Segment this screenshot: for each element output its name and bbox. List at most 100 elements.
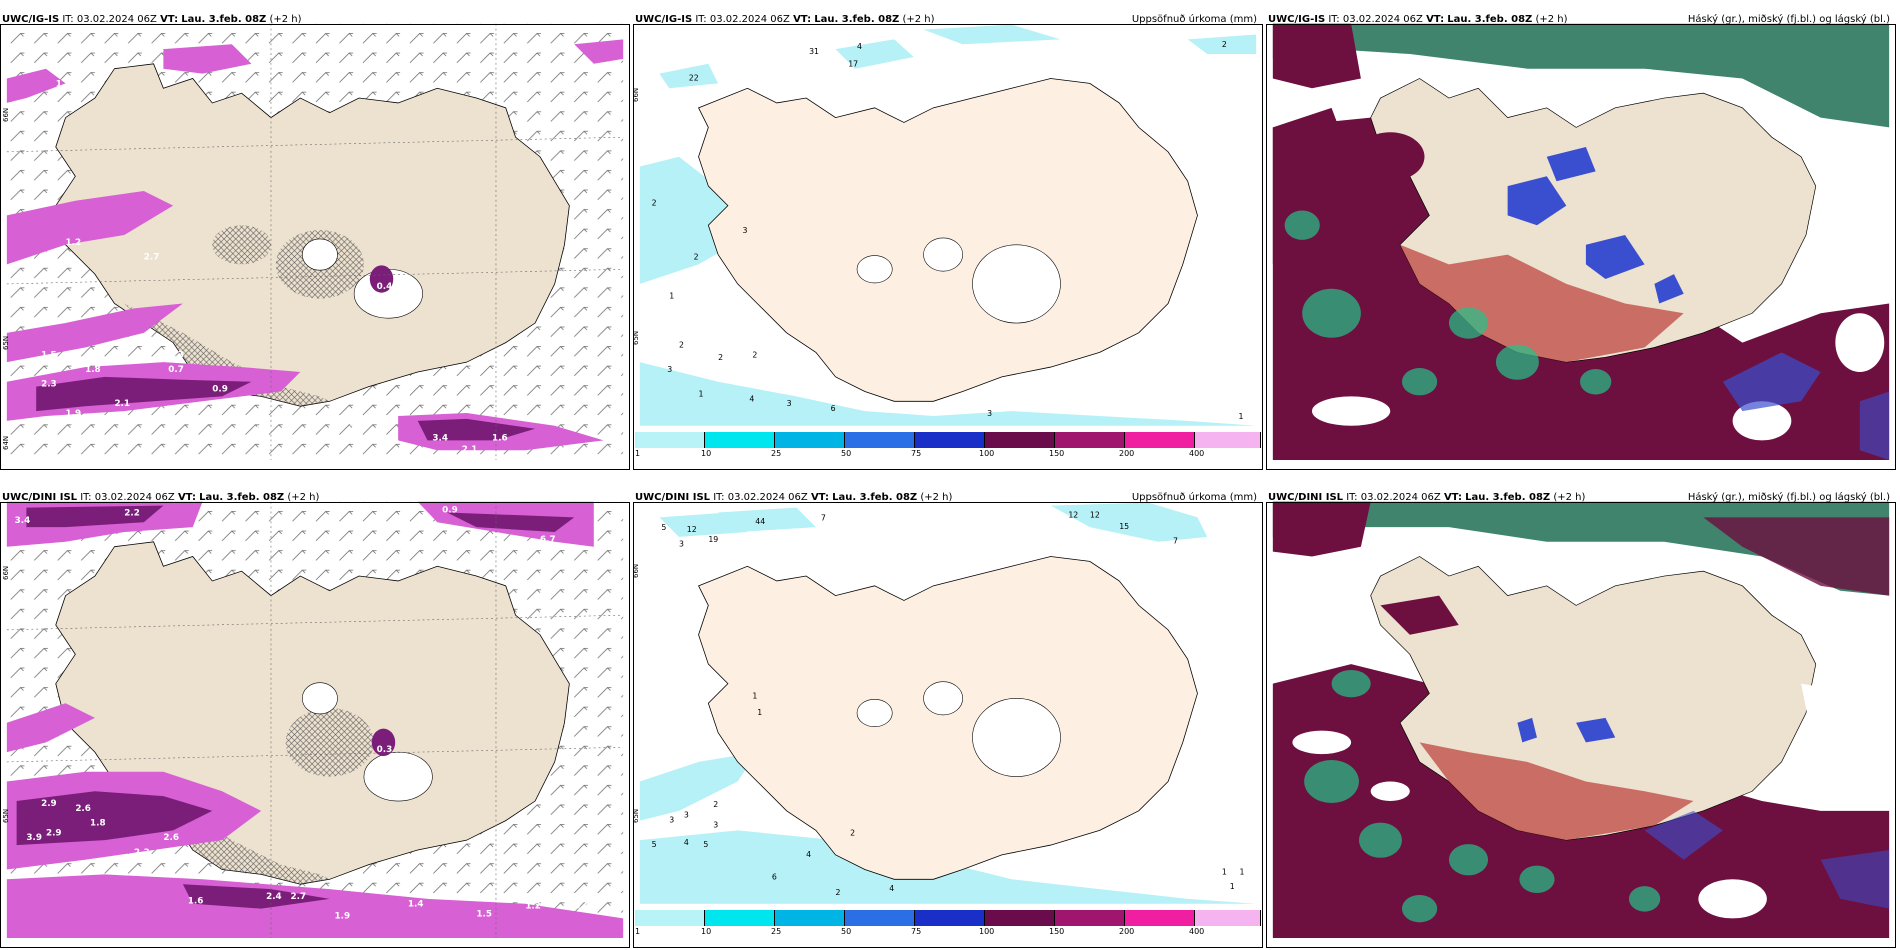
- colorbar-swatch: [985, 910, 1055, 926]
- precip-value: 1: [1239, 412, 1244, 421]
- precip-value: 5: [703, 840, 708, 849]
- field-title: Háský (gr.), miðský (fj.bl.) og lágský (…: [1687, 14, 1890, 25]
- wind-value: 3.4: [15, 516, 31, 526]
- wind-value: 1.3: [168, 350, 184, 360]
- wind-precip-west-2: [6, 303, 183, 363]
- precip-value: 5: [661, 523, 666, 532]
- precip-value: 2: [679, 340, 684, 349]
- colorbar-swatch: [1125, 432, 1195, 448]
- field-title: Háský (gr.), miðský (fj.bl.) og lágský (…: [1687, 492, 1890, 503]
- wind-value: 1.6: [56, 79, 72, 89]
- precip-map-panel-bottom: UWC/DINI ISL IT: 03.02.2024 06Z VT: Lau.…: [632, 488, 1263, 948]
- map-frame: [633, 24, 1263, 470]
- precip-value: 1: [1230, 882, 1235, 891]
- lat-label: 66N: [632, 87, 640, 102]
- colorbar-swatch: [775, 432, 845, 448]
- precip-value: 2: [752, 350, 757, 359]
- wind-value: 0.7: [168, 365, 184, 375]
- wind-value: 2.2: [124, 508, 140, 518]
- wind-value: 0.3: [377, 745, 393, 755]
- precip-value: 3: [743, 226, 748, 235]
- precip-value: 15: [1119, 522, 1129, 531]
- colorbar-label: 10: [701, 927, 712, 936]
- precip-value: 1: [1222, 867, 1227, 876]
- wind-value: 1.6: [188, 897, 204, 907]
- wind-value: 2.1: [462, 445, 478, 455]
- map-frame: [633, 502, 1263, 948]
- wind-value: 2.9: [41, 799, 57, 809]
- lat-label: 66N: [2, 107, 10, 122]
- wind-value: 2.6: [75, 804, 91, 814]
- precip-value: 4: [857, 42, 862, 51]
- wind-value: 2.9: [46, 828, 62, 838]
- colorbar-label: 150: [1049, 449, 1065, 458]
- precip-value: 31: [809, 47, 819, 56]
- precip-value: 3: [679, 540, 684, 549]
- precip-value: 1: [1240, 867, 1245, 876]
- colorbar-label: 400: [1189, 449, 1205, 458]
- wind-value: 2.3: [41, 380, 57, 390]
- precip-value: 2: [694, 252, 699, 261]
- precip-value: 12: [1090, 510, 1100, 519]
- precip-value: 3: [669, 816, 674, 825]
- wind-map-panel-top: UWC/IG-IS IT: 03.02.2024 06Z VT: Lau. 3.…: [0, 10, 630, 470]
- wind-value: 2.1: [114, 399, 130, 409]
- wind-precip-west: [6, 703, 95, 753]
- panel-header: UWC/DINI ISL IT: 03.02.2024 06Z VT: Lau.…: [2, 492, 320, 503]
- lat-label: 65N: [632, 808, 640, 823]
- wind-precip-west-1: [6, 190, 174, 265]
- wind-map-bottom: 3.4 2.2 0.9 6.7 0.3 2.9 2.6 1.8 3.9 2.9 …: [6, 501, 624, 938]
- precip-colorbar: 1 10 25 50 75 100 150 200 400: [635, 910, 1261, 936]
- map-frame: [0, 24, 630, 470]
- panel-header: UWC/DINI ISL IT: 03.02.2024 06Z VT: Lau.…: [635, 492, 953, 503]
- wind-value: 1.2: [66, 238, 82, 248]
- precip-value: 12: [1068, 510, 1078, 519]
- iceland-land: [698, 556, 1198, 880]
- wind-value: 0.9: [442, 505, 458, 515]
- wind-map-panel-bottom: UWC/DINI ISL IT: 03.02.2024 06Z VT: Lau.…: [0, 488, 630, 948]
- wind-value: 2.7: [291, 892, 307, 902]
- wind-value: 0.9: [212, 385, 228, 395]
- wind-value: 2.3: [349, 424, 365, 434]
- wind-value: 1.9: [66, 409, 82, 419]
- cloud-map-top: [1272, 23, 1890, 460]
- precip-value: 3: [684, 811, 689, 820]
- precip-value: 3: [787, 399, 792, 408]
- colorbar-swatch: [915, 910, 985, 926]
- colorbar-swatch: [845, 432, 915, 448]
- precip-value: 6: [831, 404, 836, 413]
- wind-value: 1.5: [41, 350, 57, 360]
- wind-value: 1.8: [90, 819, 106, 829]
- wind-value: 3.4: [432, 433, 448, 443]
- precip-value: 4: [889, 884, 894, 893]
- wind-value: 2.6: [163, 833, 179, 843]
- precip-value: 6: [772, 872, 777, 881]
- colorbar-swatch: [985, 432, 1055, 448]
- lat-label: 66N: [632, 563, 640, 578]
- lat-label: 65N: [632, 330, 640, 345]
- cloud-map-bottom: [1272, 501, 1890, 938]
- wind-map-top: 1.6 2.7 3.4 2.1 1.5 2.3 2.1 2.4 1.9 3.7 …: [6, 23, 624, 460]
- colorbar-label: 100: [979, 449, 995, 458]
- lat-label: 64N: [2, 435, 10, 450]
- wind-value: 3.9: [26, 833, 42, 843]
- wind-value: 1.9: [335, 911, 351, 921]
- colorbar-label: 75: [911, 927, 922, 936]
- colorbar-swatch: [705, 910, 775, 926]
- wind-value: 1.4: [408, 900, 424, 910]
- precip-colorbar: 1 10 25 50 75 100 150 200 400: [635, 432, 1261, 458]
- colorbar-label: 1: [635, 449, 641, 458]
- precip-value: 22: [689, 73, 699, 82]
- colorbar-swatch: [775, 910, 845, 926]
- precip-value: 19: [708, 535, 718, 544]
- precip-value: 2: [713, 800, 718, 809]
- panel-header: UWC/IG-IS IT: 03.02.2024 06Z VT: Lau. 3.…: [2, 14, 302, 25]
- wind-value: 2.4: [266, 892, 282, 902]
- wind-value: 2.4: [144, 414, 160, 424]
- lat-label: 65N: [2, 808, 10, 823]
- colorbar-label: 150: [1049, 927, 1065, 936]
- colorbar-label: 1: [635, 927, 641, 936]
- colorbar-swatch: [845, 910, 915, 926]
- colorbar-label: 50: [841, 449, 852, 458]
- panel-header: UWC/IG-IS IT: 03.02.2024 06Z VT: Lau. 3.…: [1268, 14, 1568, 25]
